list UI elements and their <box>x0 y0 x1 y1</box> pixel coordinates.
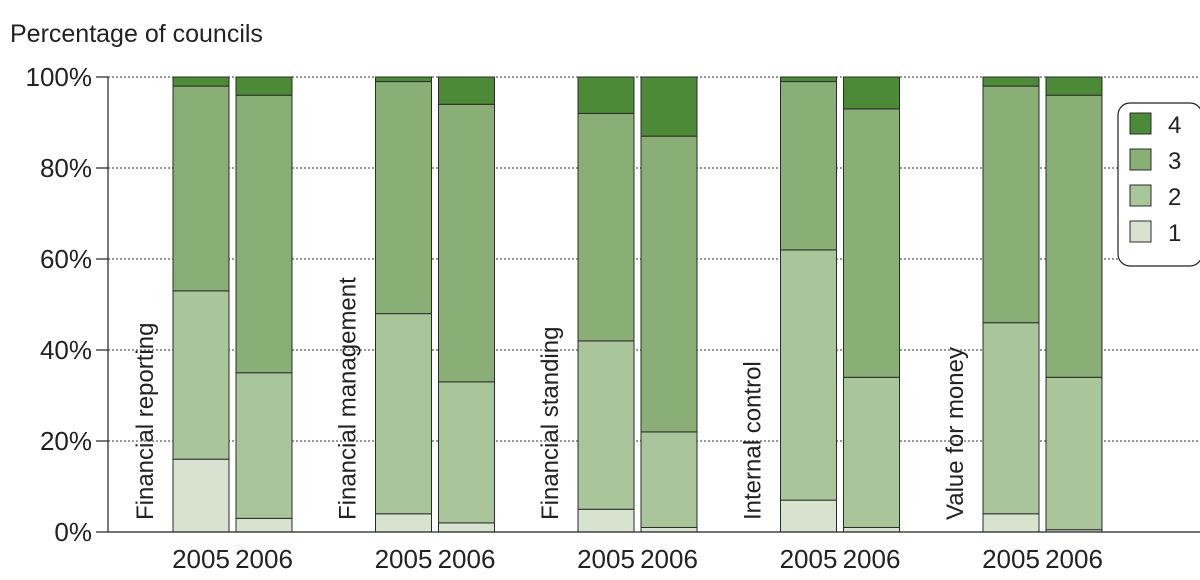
bar-segment <box>843 376 900 528</box>
group-label: Financial management <box>335 277 362 520</box>
bar-segment <box>843 526 900 533</box>
bar-segment <box>577 508 635 533</box>
bar-segment <box>375 313 432 515</box>
bar-segment <box>843 108 900 378</box>
x-tick-label: 2005 <box>577 544 635 574</box>
bar-segment <box>640 135 698 433</box>
bar-segment <box>780 76 837 83</box>
bar-segment <box>172 76 230 87</box>
legend-swatch <box>1129 148 1152 171</box>
bars-layer <box>172 76 1103 533</box>
legend-label: 1 <box>1168 220 1181 247</box>
bar-segment <box>235 94 293 374</box>
group-label: Financial reporting <box>132 323 159 520</box>
x-tick-label: 2005 <box>375 544 433 574</box>
bar-segment <box>982 513 1040 533</box>
bar-segment <box>577 112 635 342</box>
bar-segment <box>780 499 837 533</box>
legend-swatch <box>1129 112 1152 135</box>
group-label: Value for money <box>942 347 969 520</box>
x-tick-label: 2005 <box>982 544 1040 574</box>
legend: 4 3 2 1 <box>1117 102 1200 267</box>
legend-label: 3 <box>1168 148 1181 175</box>
legend-swatch <box>1129 220 1152 243</box>
x-tick-label: 2005 <box>780 544 838 574</box>
y-tick-label: 20% <box>40 426 92 456</box>
bar-segment <box>235 76 293 96</box>
x-tick-label: 2006 <box>640 544 698 574</box>
bar-segment <box>577 340 635 510</box>
bar-segment <box>235 372 293 519</box>
y-tick-label: 60% <box>40 244 92 274</box>
bar-segment <box>1045 376 1103 531</box>
bar-segment <box>843 76 900 110</box>
bar-segment <box>438 522 495 533</box>
x-tick-label: 2006 <box>235 544 293 574</box>
bar-segment <box>375 76 432 83</box>
legend-swatch <box>1129 184 1152 207</box>
bar-segment <box>640 431 698 528</box>
bar-segment <box>780 81 837 251</box>
bar-segment <box>438 381 495 524</box>
x-tick-label: 2005 <box>172 544 230 574</box>
bar-segment <box>577 76 635 114</box>
y-tick-label: 80% <box>40 153 92 183</box>
bar-segment <box>1045 94 1103 378</box>
bar-segment <box>375 513 432 533</box>
legend-label: 2 <box>1168 184 1181 211</box>
bar-segment <box>982 322 1040 515</box>
axes: 0% 20% 40% 60% 80% 100% <box>26 62 1200 547</box>
bar-segment <box>235 517 293 533</box>
x-tick-label: 2006 <box>843 544 901 574</box>
y-tick-label: 0% <box>54 517 92 547</box>
bar-segment <box>982 85 1040 324</box>
bar-segment <box>172 85 230 292</box>
bar-segment <box>438 76 495 105</box>
bar-segment <box>780 249 837 501</box>
x-tick-label: 2006 <box>438 544 496 574</box>
bar-segment <box>172 458 230 533</box>
bar-segment <box>438 103 495 383</box>
y-tick-label: 100% <box>26 62 93 92</box>
bar-segment <box>640 76 698 137</box>
bar-segment <box>1045 76 1103 96</box>
bar-segment <box>172 290 230 460</box>
group-label: Financial standing <box>537 327 564 520</box>
bar-segment <box>375 81 432 315</box>
x-tick-label: 2006 <box>1045 544 1103 574</box>
y-tick-label: 40% <box>40 335 92 365</box>
y-axis-title: Percentage of councils <box>10 20 263 48</box>
bar-segment <box>640 526 698 533</box>
bar-segment <box>982 76 1040 87</box>
group-label: Internal control <box>740 361 767 520</box>
legend-label: 4 <box>1168 112 1181 139</box>
